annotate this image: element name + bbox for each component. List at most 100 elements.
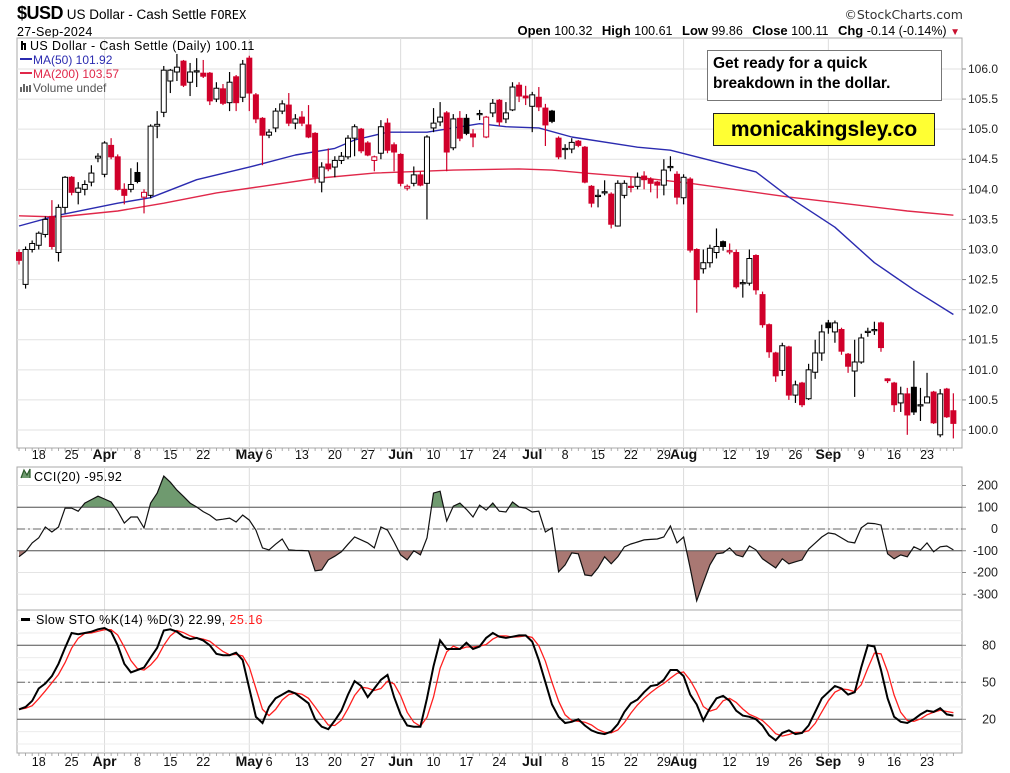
bottom-date-axis-label: 25 (65, 755, 79, 769)
candle (720, 240, 727, 251)
bottom-date-axis-label: 20 (328, 755, 342, 769)
cci-axis-label: 200 (977, 479, 998, 493)
candle (371, 155, 378, 172)
bottom-date-axis-label: 9 (858, 755, 865, 769)
candle (924, 372, 931, 404)
candle (884, 378, 891, 384)
candle (766, 323, 773, 358)
candle (200, 59, 207, 79)
candle-body (298, 116, 305, 124)
candle-body (443, 112, 450, 153)
top-date-axis-label: Jul (522, 446, 542, 462)
price-axis-label: 105.5 (968, 92, 998, 106)
candle-body (720, 241, 727, 247)
bottom-date-axis-label: 22 (196, 755, 210, 769)
ma50-legend-swatch (20, 58, 32, 60)
candle-body (924, 396, 931, 404)
sto-label: Slow STO %K(14) %D(3) 22.99, 25.16 (36, 613, 263, 627)
candle-body (318, 166, 325, 183)
candle-body (805, 369, 812, 400)
symbol: $USD (17, 3, 64, 23)
candle-body (404, 185, 411, 189)
candle (772, 351, 779, 382)
price-axis-label: 101.5 (968, 333, 998, 347)
top-date-axis-tick-marks (18, 448, 954, 451)
high-value: 100.61 (634, 24, 673, 38)
candle (687, 177, 694, 253)
candle (272, 108, 279, 133)
candle-body (147, 125, 154, 196)
candle-body (331, 159, 338, 168)
candle-body (55, 206, 62, 253)
candle (404, 184, 411, 191)
candle-body (226, 81, 233, 104)
candle-body (450, 118, 457, 149)
ma50-line (18, 122, 954, 316)
candle-body (417, 174, 424, 186)
sto-legend-swatch (21, 618, 30, 621)
candle-body (456, 117, 463, 139)
candle-body (838, 329, 845, 352)
candle (377, 120, 384, 160)
candle (331, 156, 338, 178)
candle-body (766, 324, 773, 353)
bottom-date-axis-label: 6 (266, 755, 273, 769)
candle-body (470, 133, 477, 138)
candle (219, 84, 226, 106)
candle (292, 114, 299, 130)
candle (785, 345, 792, 400)
candle (759, 291, 766, 328)
candle-body (272, 110, 279, 129)
candle (548, 109, 555, 124)
candle-body (114, 156, 121, 190)
candle (647, 177, 654, 193)
candle-body (42, 218, 49, 235)
candle-body (48, 215, 55, 247)
candle (239, 59, 246, 103)
candle (831, 320, 838, 343)
bottom-date-axis-tick-marks (18, 753, 954, 756)
candle-body (634, 176, 641, 187)
candle-body (292, 118, 299, 124)
instrument-name: US Dollar - Cash Settle (66, 7, 207, 22)
chart-title: $USD US Dollar - Cash Settle FOREX (17, 3, 246, 24)
candle-body (548, 110, 555, 122)
candle-body (943, 388, 950, 418)
candle (226, 71, 233, 112)
candle-body (219, 88, 226, 104)
bottom-date-axis-label: 8 (134, 755, 141, 769)
candle (298, 111, 305, 127)
candle-body (687, 178, 694, 251)
candle (430, 108, 437, 133)
candle (818, 324, 825, 361)
candle-body (693, 248, 700, 281)
candle-body (312, 132, 319, 178)
bottom-date-axis-label: 29 (657, 755, 671, 769)
bottom-date-axis-label: 16 (887, 755, 901, 769)
candle-body (897, 393, 904, 404)
cci-line (18, 475, 954, 604)
candle (713, 228, 720, 259)
candle (101, 141, 108, 178)
candle (29, 240, 36, 253)
ma200-legend-swatch (20, 72, 32, 74)
top-date-axis-label: 15 (591, 448, 605, 462)
top-date-axis-label: 13 (295, 448, 309, 462)
candle-body (351, 126, 358, 139)
bottom-date-axis-label: Apr (92, 753, 117, 769)
candle (937, 389, 944, 438)
candle (160, 65, 167, 118)
candle-body (891, 382, 898, 406)
top-date-axis-label: 26 (788, 448, 802, 462)
candle (693, 248, 700, 313)
candle-body (101, 142, 108, 175)
copyright: ©StockCharts.com (844, 7, 963, 22)
candle (930, 390, 937, 424)
candle-body (160, 69, 167, 113)
candle (134, 162, 141, 184)
down-arrow-icon: ▼ (950, 27, 960, 38)
cci-axis-label: 0 (991, 522, 998, 536)
bottom-date-axis-label: 8 (562, 755, 569, 769)
candle-body (674, 173, 680, 198)
candle-body (377, 126, 384, 154)
